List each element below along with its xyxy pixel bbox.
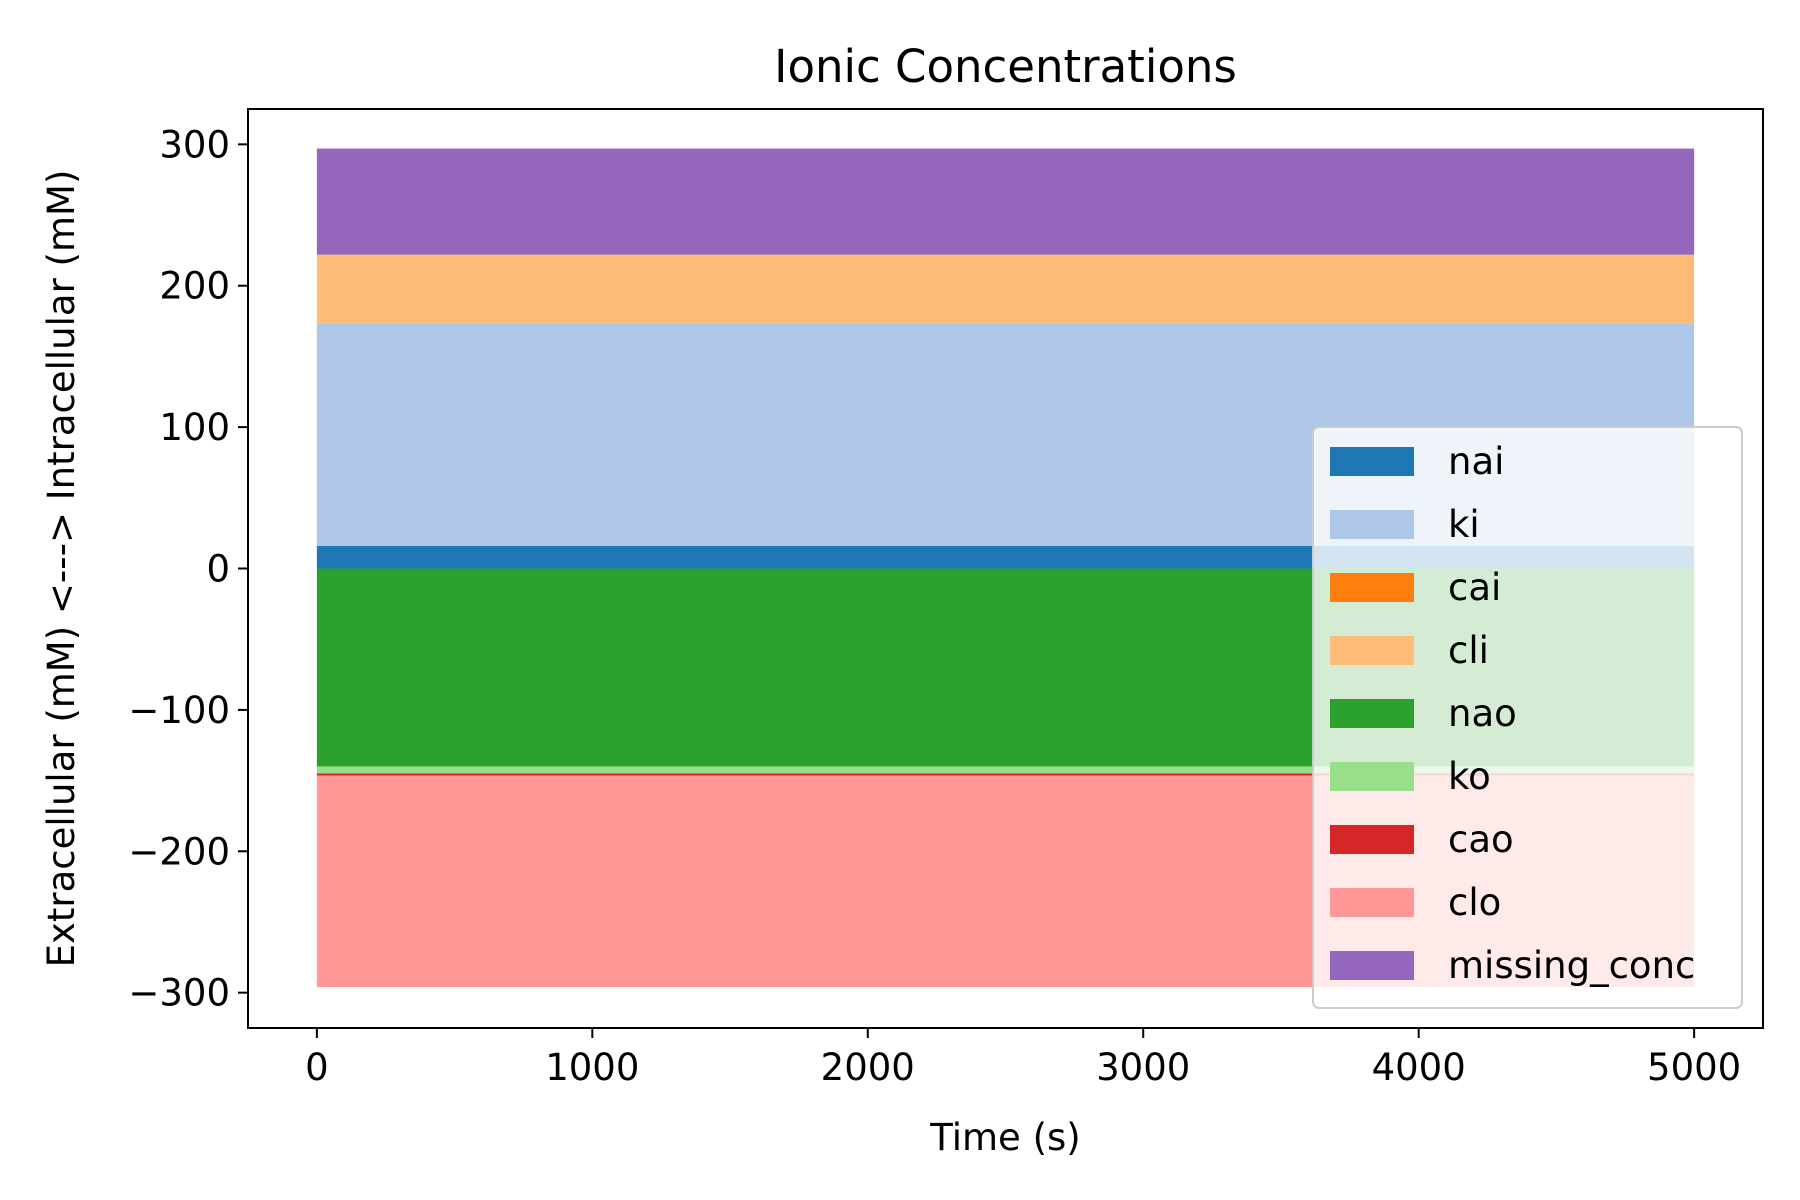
legend-swatch-ki — [1330, 510, 1414, 539]
legend-label-cli: cli — [1448, 629, 1489, 672]
x-axis: 0 1000 2000 3000 4000 5000 — [305, 1028, 1741, 1089]
legend-label-ko: ko — [1448, 755, 1491, 798]
y-tick-label: 100 — [159, 406, 230, 449]
chart-title: Ionic Concentrations — [774, 40, 1237, 93]
legend-swatch-clo — [1330, 888, 1414, 917]
legend-label-cai: cai — [1448, 566, 1501, 609]
y-tick-label: 300 — [159, 123, 230, 166]
area-missing_conc — [316, 148, 1695, 255]
y-tick-label: 0 — [206, 548, 230, 591]
legend-label-nao: nao — [1448, 692, 1517, 735]
y-tick-label: −100 — [128, 689, 230, 732]
x-tick-label: 1000 — [545, 1046, 639, 1089]
y-tick-label: 200 — [159, 265, 230, 308]
y-tick-label: −300 — [128, 972, 230, 1015]
legend-swatch-nao — [1330, 699, 1414, 728]
area-cli — [316, 254, 1695, 324]
legend-box — [1312, 426, 1743, 1009]
legend-swatch-nai — [1330, 447, 1414, 476]
y-axis-title: Extracellular (mM) <---> Intracellular (… — [40, 170, 83, 968]
y-axis: 300 200 100 0 −100 −200 −300 — [128, 123, 248, 1015]
y-tick-label: −200 — [128, 830, 230, 873]
legend-swatch-ko — [1330, 762, 1414, 791]
legend-label-cao: cao — [1448, 818, 1514, 861]
x-axis-title: Time (s) — [929, 1116, 1080, 1159]
legend-label-clo: clo — [1448, 881, 1501, 924]
legend: nai ki cai cli nao ko cao clo missing_conc — [1312, 426, 1743, 1009]
legend-swatch-cao — [1330, 825, 1414, 854]
area-ko — [316, 766, 1695, 774]
legend-swatch-cli — [1330, 636, 1414, 665]
legend-label-nai: nai — [1448, 440, 1504, 483]
x-tick-label: 4000 — [1372, 1046, 1466, 1089]
x-tick-label: 5000 — [1647, 1046, 1741, 1089]
x-tick-label: 3000 — [1096, 1046, 1190, 1089]
x-tick-label: 2000 — [821, 1046, 915, 1089]
legend-swatch-cai — [1330, 573, 1414, 602]
legend-swatch-missing_conc — [1330, 951, 1414, 980]
x-tick-label: 0 — [305, 1046, 329, 1089]
legend-label-ki: ki — [1448, 503, 1480, 546]
legend-label-missing_conc: missing_conc — [1448, 944, 1695, 987]
area-cao — [316, 773, 1695, 776]
